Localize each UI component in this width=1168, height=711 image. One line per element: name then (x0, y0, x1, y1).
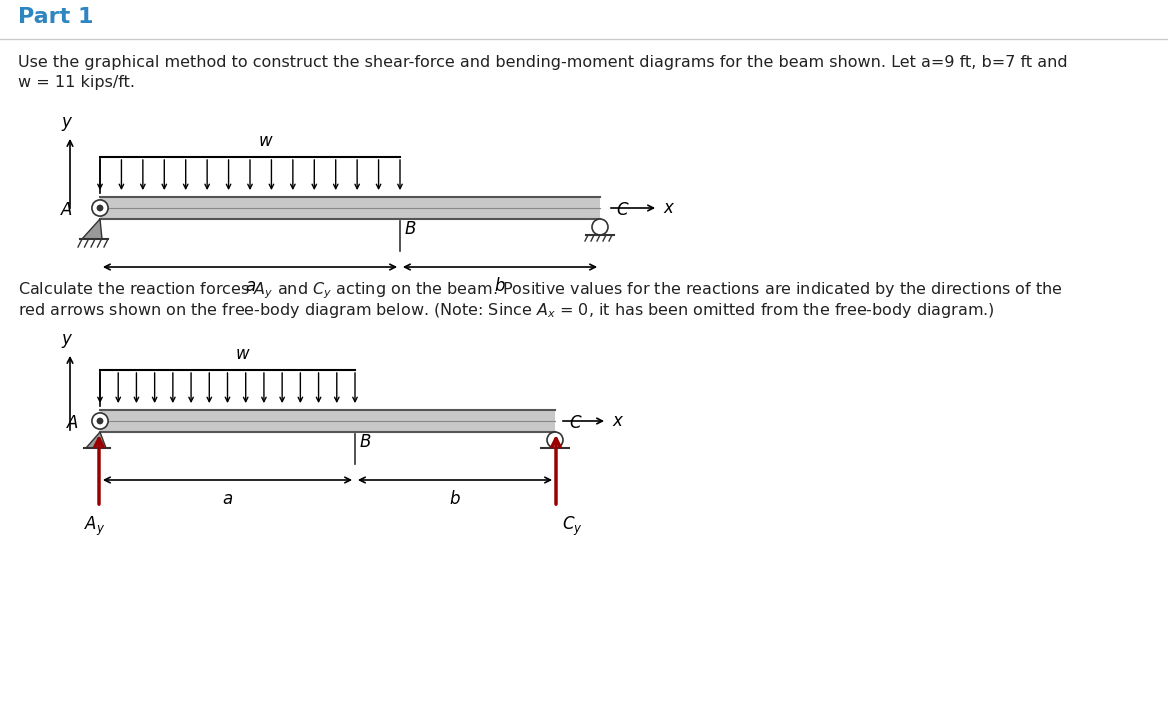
Text: $C_y$: $C_y$ (562, 515, 583, 538)
Text: A: A (67, 414, 78, 432)
Text: B: B (360, 433, 371, 451)
Polygon shape (86, 432, 106, 448)
Text: w: w (236, 345, 249, 363)
Circle shape (97, 418, 103, 424)
Text: b: b (495, 277, 506, 295)
Text: x: x (663, 199, 673, 217)
Text: red arrows shown on the free-body diagram below. (Note: Since $A_x$ = 0, it has : red arrows shown on the free-body diagra… (18, 301, 995, 319)
Polygon shape (82, 219, 102, 239)
Text: Calculate the reaction forces $A_y$ and $C_y$ acting on the beam. Positive value: Calculate the reaction forces $A_y$ and … (18, 281, 1063, 301)
Text: a: a (222, 490, 232, 508)
Text: a: a (245, 277, 255, 295)
Circle shape (97, 205, 103, 210)
Text: A: A (61, 201, 72, 219)
Text: C: C (569, 414, 580, 432)
Text: B: B (405, 220, 416, 238)
Circle shape (547, 432, 563, 448)
Text: Use the graphical method to construct the shear-force and bending-moment diagram: Use the graphical method to construct th… (18, 55, 1068, 70)
Text: $A_y$: $A_y$ (84, 515, 105, 538)
Text: y: y (61, 113, 71, 131)
Circle shape (92, 413, 109, 429)
Text: w: w (258, 132, 272, 150)
Bar (100, 410, 555, 432)
Text: Part 1: Part 1 (18, 7, 93, 27)
Text: b: b (450, 490, 460, 508)
Text: C: C (616, 201, 627, 219)
Text: x: x (612, 412, 621, 430)
Circle shape (592, 219, 609, 235)
Bar (100, 197, 600, 219)
Text: w = 11 kips/ft.: w = 11 kips/ft. (18, 75, 135, 90)
Circle shape (92, 200, 109, 216)
Text: y: y (61, 330, 71, 348)
